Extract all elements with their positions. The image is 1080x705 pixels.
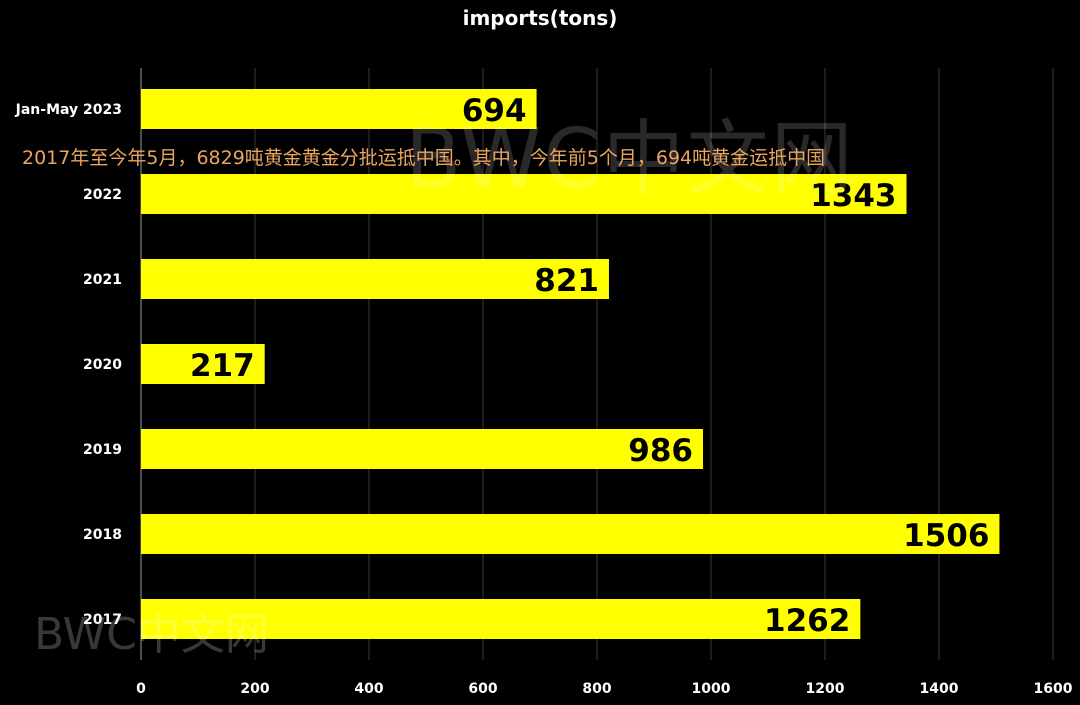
bar [141,89,537,129]
bar [141,174,907,214]
bar [141,429,704,469]
bars [141,89,1000,639]
chart-title: imports(tons) [462,6,618,30]
x-tick-label: 1400 [920,681,959,697]
category-label: 2022 [83,187,122,203]
x-tick-label: 1000 [692,681,731,697]
data-labels: 694 1343 821 217 986 1506 1262 [190,93,989,639]
category-label: 2018 [83,527,122,543]
x-tick-label: 600 [468,681,497,697]
category-label: 2017 [83,612,122,628]
bar [141,514,1000,554]
data-label: 821 [534,263,599,299]
data-label: 1506 [903,518,989,554]
data-label: 1262 [764,603,850,639]
bar [141,344,265,384]
category-labels: Jan-May 2023 2022 2021 2020 2019 2018 2017 [15,102,123,628]
bar [141,599,861,639]
chart-annotation: 2017年至今年5月，6829吨黄金黄金分批运抵中国。其中，今年前5个月，694… [22,147,826,169]
grid-lines [140,68,1054,660]
x-tick-label: 200 [240,681,269,697]
category-label: Jan-May 2023 [15,102,122,118]
watermark-small: BWC中文网 [34,609,269,660]
data-label: 1343 [810,178,896,214]
category-label: 2019 [83,442,122,458]
x-tick-label: 800 [582,681,611,697]
x-tick-label: 400 [354,681,383,697]
data-label: 217 [190,348,255,384]
x-tick-labels: 0 200 400 600 800 1000 1200 1400 1600 [136,681,1073,697]
category-label: 2020 [83,357,122,373]
watermark: BWC中文网 [405,112,855,207]
x-tick-label: 1200 [806,681,845,697]
bar [141,259,609,299]
x-tick-label: 0 [136,681,146,697]
data-label: 986 [628,433,693,469]
x-tick-label: 1600 [1034,681,1073,697]
data-label: 694 [462,93,527,129]
category-label: 2021 [83,272,122,288]
